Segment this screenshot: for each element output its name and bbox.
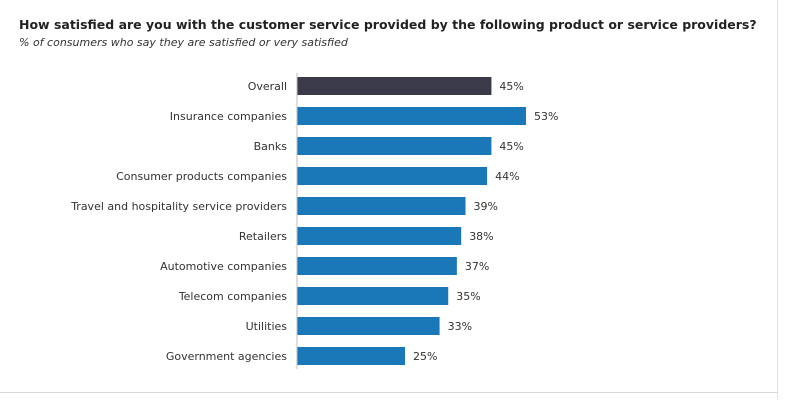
category-label-travel-and-hospitality-service-providers: Travel and hospitality service providers xyxy=(70,200,287,213)
value-label-travel-and-hospitality-service-providers: 39% xyxy=(474,200,498,213)
category-label-utilities: Utilities xyxy=(246,320,288,333)
bar-overall xyxy=(297,77,492,95)
bar-consumer-products-companies xyxy=(297,167,488,185)
value-label-overall: 45% xyxy=(499,80,523,93)
value-label-automotive-companies: 37% xyxy=(465,260,489,273)
category-label-government-agencies: Government agencies xyxy=(166,350,287,363)
bar-utilities xyxy=(297,317,440,335)
chart-title: How satisfied are you with the customer … xyxy=(19,17,757,32)
value-label-consumer-products-companies: 44% xyxy=(495,170,519,183)
category-label-banks: Banks xyxy=(254,140,288,153)
category-label-overall: Overall xyxy=(248,80,287,93)
bottom-divider xyxy=(0,392,778,393)
bar-banks xyxy=(297,137,492,155)
value-label-telecom-companies: 35% xyxy=(456,290,480,303)
bar-travel-and-hospitality-service-providers xyxy=(297,197,466,215)
bar-retailers xyxy=(297,227,462,245)
chart-subtitle: % of consumers who say they are satisfie… xyxy=(19,36,348,49)
value-label-retailers: 38% xyxy=(469,230,493,243)
value-label-insurance-companies: 53% xyxy=(534,110,558,123)
bar-automotive-companies xyxy=(297,257,457,275)
category-label-insurance-companies: Insurance companies xyxy=(170,110,287,123)
value-label-utilities: 33% xyxy=(448,320,472,333)
value-label-banks: 45% xyxy=(499,140,523,153)
category-label-consumer-products-companies: Consumer products companies xyxy=(116,170,287,183)
right-edge-divider xyxy=(777,0,778,400)
category-label-retailers: Retailers xyxy=(239,230,287,243)
category-label-automotive-companies: Automotive companies xyxy=(160,260,287,273)
value-label-government-agencies: 25% xyxy=(413,350,437,363)
bar-insurance-companies xyxy=(297,107,526,125)
category-label-telecom-companies: Telecom companies xyxy=(178,290,287,303)
bar-telecom-companies xyxy=(297,287,449,305)
bar-government-agencies xyxy=(297,347,406,365)
